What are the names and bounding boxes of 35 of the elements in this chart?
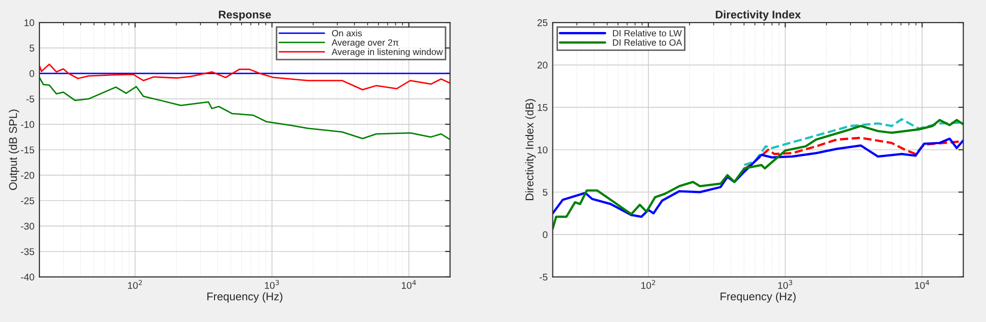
y-tick-label: 25: [538, 19, 548, 26]
x-tick-label: 10$^{4}$: [915, 280, 930, 289]
x-tick-label: 10$^{3}$: [264, 280, 279, 289]
chart-title: Response: [218, 10, 271, 21]
y-tick-label: 10: [538, 146, 548, 154]
y-tick-label: 5: [542, 188, 548, 196]
y-tick-label: -25: [20, 197, 34, 204]
y-tick-label: -40: [20, 274, 34, 281]
legend-label: DI Relative to OA: [613, 39, 682, 46]
y-tick-label: -5: [26, 96, 34, 102]
y-axis-title: Output (dB SPL): [8, 110, 20, 190]
y-tick-label: -15: [20, 146, 34, 154]
x-axis-title: Frequency (Hz): [720, 292, 796, 303]
y-axis-title: Directivity Index (dB): [525, 99, 536, 200]
y-tick-label: 20: [538, 62, 548, 69]
x-tick-label: 10$^{3}$: [778, 280, 792, 289]
y-tick-label: 15: [538, 104, 548, 111]
chart-title: Directivity Index: [716, 10, 801, 21]
x-tick-label: 10$^{2}$: [641, 280, 656, 289]
x-axis-title: Frequency (Hz): [207, 292, 282, 303]
y-tick-label: -20: [20, 172, 34, 179]
y-tick-label: -5: [540, 274, 548, 281]
y-tick-label: -30: [20, 222, 34, 230]
legend-label: Average in listening window: [332, 48, 443, 57]
y-tick-label: -35: [20, 248, 34, 256]
x-tick-label: 10$^{4}$: [402, 280, 416, 289]
y-tick-label: 0: [30, 70, 34, 78]
legend-label: On axis: [332, 30, 362, 36]
legend-label: DI Relative to LW: [613, 30, 682, 36]
y-tick-label: 0: [542, 231, 548, 238]
y-tick-label: 10: [24, 19, 34, 26]
legend-label: Average over 2π: [332, 39, 398, 48]
y-tick-label: 5: [30, 44, 34, 52]
y-tick-label: -10: [20, 121, 34, 128]
x-tick-label: 10$^{2}$: [128, 280, 142, 289]
